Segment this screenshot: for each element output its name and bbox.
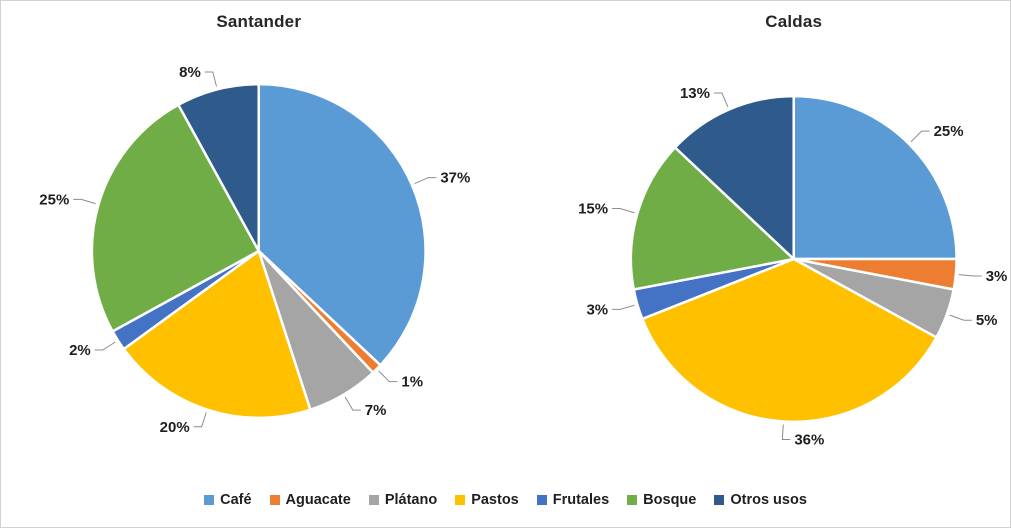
leader-line-platano — [344, 396, 361, 411]
pie-chart-caldas: Caldas 25% 3% 5% 36% 3% 15% 13% — [506, 1, 1011, 481]
legend-item-otros-usos: Otros usos — [714, 492, 807, 508]
slice-label-pastos: 36% — [794, 431, 824, 448]
legend-swatch-bosque — [627, 495, 638, 505]
slice-label-otros-usos: 8% — [179, 64, 201, 81]
legend-label: Café — [220, 492, 252, 508]
leader-line-cafe — [414, 177, 437, 185]
leader-line-cafe — [910, 130, 930, 143]
charts-row: Santander 37% 1% 7% 20% 2% 25% 8% Caldas 25% 3%… — [1, 1, 1010, 481]
slice-label-platano: 7% — [365, 402, 387, 419]
leader-line-pastos — [781, 424, 790, 440]
leader-line-frutales — [94, 341, 116, 351]
legend-item-platano: Plátano — [368, 492, 438, 508]
slice-label-bosque: 15% — [578, 201, 608, 218]
pie-svg-caldas: Caldas 25% 3% 5% 36% 3% 15% 13% — [578, 12, 1007, 448]
leader-line-aguacate — [958, 274, 982, 277]
pie-slice-pastos — [122, 249, 312, 420]
legend-item-bosque: Bosque — [627, 492, 696, 508]
pie-svg-santander: Santander 37% 1% 7% 20% 2% 25% 8% — [39, 12, 470, 436]
leader-line-platano — [949, 314, 972, 321]
leader-line-pastos — [193, 412, 207, 428]
legend-label: Frutales — [552, 492, 610, 508]
slice-label-frutales: 2% — [69, 342, 91, 359]
pie-slices: 37% 1% 7% 20% 2% 25% 8% — [39, 64, 470, 436]
chart-title-santander: Santander — [216, 12, 301, 31]
legend-swatch-otros-usos — [714, 495, 725, 505]
legend-label: Bosque — [643, 492, 697, 508]
slice-label-pastos: 20% — [160, 419, 190, 436]
leader-line-bosque — [611, 208, 635, 214]
leader-line-bosque — [73, 198, 96, 205]
pie-chart-santander: Santander 37% 1% 7% 20% 2% 25% 8% — [1, 1, 506, 481]
slice-label-bosque: 25% — [39, 191, 69, 208]
leader-line-aguacate — [378, 370, 398, 383]
chart-title-caldas: Caldas — [765, 12, 822, 31]
pie-slice-otros-usos — [177, 82, 260, 253]
pie-slice-cafe — [257, 82, 427, 367]
legend-swatch-pastos — [455, 495, 466, 505]
legend-swatch-aguacate — [269, 495, 280, 505]
pie-slice-bosque — [90, 103, 260, 333]
pie-slice-bosque — [629, 146, 795, 291]
legend-label: Plátano — [384, 492, 438, 508]
slice-label-cafe: 25% — [933, 123, 963, 140]
pie-slice-cafe — [791, 94, 958, 261]
chart-legend: Café Aguacate Plátano Pastos Frutales Bosque O… — [1, 481, 1010, 527]
slice-label-frutales: 3% — [586, 301, 608, 318]
leader-line-otros-usos — [713, 92, 728, 107]
legend-label: Otros usos — [730, 492, 807, 508]
legend-item-aguacate: Aguacate — [269, 492, 351, 508]
legend-item-frutales: Frutales — [536, 492, 610, 508]
legend-item-pastos: Pastos — [455, 492, 519, 508]
legend-swatch-frutales — [536, 495, 547, 505]
slice-label-cafe: 37% — [440, 170, 470, 187]
slice-label-otros-usos: 13% — [679, 85, 709, 102]
slice-label-platano: 5% — [975, 312, 997, 329]
legend-label: Aguacate — [285, 492, 351, 508]
pie-slices: 25% 3% 5% 36% 3% 15% 13% — [578, 85, 1007, 448]
slice-label-aguacate: 3% — [985, 268, 1007, 285]
legend-label: Pastos — [471, 492, 519, 508]
legend-item-cafe: Café — [204, 492, 252, 508]
leader-line-otros-usos — [204, 71, 217, 87]
pie-slice-otros-usos — [673, 94, 795, 261]
pie-slice-pastos — [640, 257, 938, 423]
legend-swatch-cafe — [204, 495, 215, 505]
legend-swatch-platano — [368, 495, 379, 505]
slice-label-aguacate: 1% — [401, 374, 423, 391]
leader-line-frutales — [611, 304, 635, 310]
